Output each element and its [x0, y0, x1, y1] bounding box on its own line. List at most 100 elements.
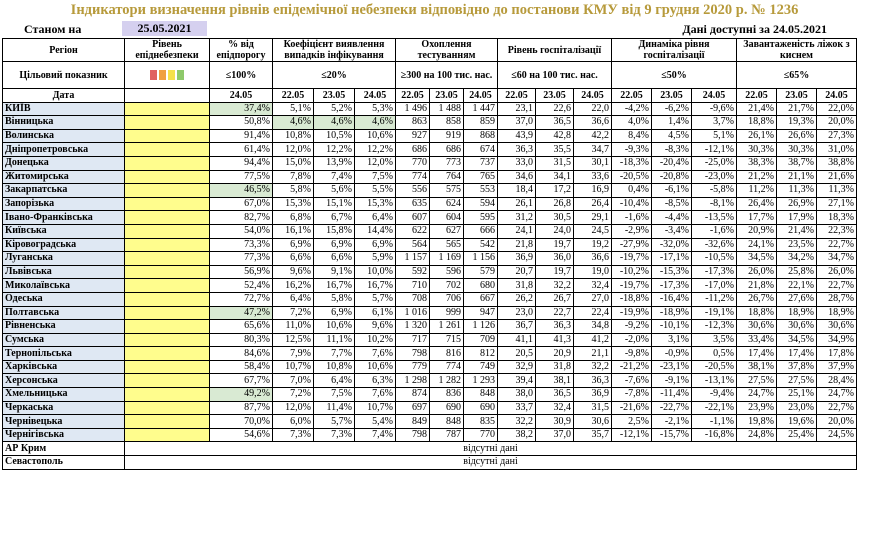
pct-value: 67,7%	[209, 373, 273, 389]
region-name: Миколаївська	[2, 278, 125, 293]
beds-value: 21,8%	[736, 278, 777, 293]
dyn-value: -18,8%	[611, 291, 652, 307]
test-value: 595	[463, 210, 498, 225]
beds-value: 38,8%	[816, 155, 857, 171]
beds-value: 38,3%	[736, 155, 777, 171]
hosp-value: 21,8	[497, 237, 536, 253]
date-col-header: 24.05	[463, 88, 498, 103]
beds-value: 27,5%	[776, 373, 817, 389]
test-value: 635	[395, 196, 430, 212]
hosp-value: 26,1	[497, 196, 536, 212]
region-name: Чернігівська	[2, 427, 125, 443]
region-name: Тернопільська	[2, 346, 125, 361]
region-header: Регіон	[2, 38, 125, 62]
region-name: Полтавська	[2, 305, 125, 321]
dyn-value: -2,0%	[611, 332, 652, 348]
table-row: Донецька 94,4% 15,0% 13,9% 12,0% 770 773 737 33,…	[2, 155, 857, 171]
hosp-value: 33,7	[497, 400, 536, 416]
beds-value: 38,1%	[736, 359, 777, 375]
test-value: 1 169	[429, 251, 464, 266]
test-value: 686	[395, 142, 430, 157]
test-value: 1 447	[463, 101, 498, 117]
coef-value: 11,1%	[313, 332, 355, 348]
region-name: Дніпропетровська	[2, 142, 125, 157]
dyn-value: 0,5%	[691, 346, 737, 361]
test-value: 749	[463, 359, 498, 375]
hosp-value: 24,5	[573, 223, 612, 239]
dyn-value: -22,1%	[691, 400, 737, 416]
level-cell	[124, 183, 210, 198]
beds-value: 33,4%	[736, 332, 777, 348]
dyn-value: -21,6%	[611, 400, 652, 416]
hosp-value: 42,8	[535, 128, 574, 144]
pct-value: 67,0%	[209, 196, 273, 212]
table-row: Закарпатська 46,5% 5,8% 5,6% 5,5% 556 575 553 18…	[2, 183, 857, 198]
hosp-value: 16,9	[573, 183, 612, 198]
hosp-value: 36,3	[573, 373, 612, 389]
level-cell	[124, 237, 210, 253]
coef-value: 14,4%	[354, 223, 396, 239]
level-cell	[124, 305, 210, 321]
test-value: 947	[463, 305, 498, 321]
coef-value: 5,5%	[354, 183, 396, 198]
dyn-value: -11,4%	[651, 387, 692, 402]
beds-value: 31,0%	[816, 142, 857, 157]
legend-yellow-swatch	[168, 70, 175, 81]
beds-value: 26,7%	[736, 291, 777, 307]
table-row: Черкаська 87,7% 12,0% 11,4% 10,7% 697 690 690 33…	[2, 400, 857, 416]
level-cell	[124, 223, 210, 239]
hosp-value: 19,0	[573, 264, 612, 280]
coef-value: 12,0%	[272, 142, 314, 157]
hosp-value: 31,8	[535, 359, 574, 375]
coef-value: 16,2%	[272, 278, 314, 293]
dyn-value: -32,6%	[691, 237, 737, 253]
beds-value: 18,9%	[816, 305, 857, 321]
coef-value: 10,7%	[272, 359, 314, 375]
dyn-value: -9,8%	[611, 346, 652, 361]
dyn-value: -27,9%	[611, 237, 652, 253]
region-name: Луганська	[2, 251, 125, 266]
hosp-value: 31,5	[573, 400, 612, 416]
beds-value: 26,0%	[816, 264, 857, 280]
pct-value: 94,4%	[209, 155, 273, 171]
hosp-value: 30,1	[573, 155, 612, 171]
beds-value: 26,6%	[776, 128, 817, 144]
coef-value: 11,4%	[313, 400, 355, 416]
test-value: 556	[395, 183, 430, 198]
dyn-value: 1,4%	[651, 115, 692, 130]
level-cell	[124, 251, 210, 266]
dyn-value: -4,4%	[651, 210, 692, 225]
coef-value: 6,9%	[354, 237, 396, 253]
coef-value: 12,2%	[313, 142, 355, 157]
hosp-value: 22,0	[573, 101, 612, 117]
hosp-value: 26,4	[573, 196, 612, 212]
hosp-value: 43,9	[497, 128, 536, 144]
dyn-value: -7,6%	[611, 373, 652, 389]
table-row: КИЇВ 37,4% 5,1% 5,2% 5,3% 1 496 1 488 1 447 23,1…	[2, 101, 857, 117]
dyn-value: -1,1%	[691, 414, 737, 429]
table-row: Івано-Франківська 82,7% 6,8% 6,7% 6,4% 607 604…	[2, 210, 857, 225]
beds-value: 11,3%	[776, 183, 817, 198]
beds-value: 34,5%	[776, 332, 817, 348]
dyn-value: -19,7%	[611, 251, 652, 266]
coef-value: 7,6%	[354, 387, 396, 402]
hosp-value: 23,0	[497, 305, 536, 321]
date-col-header: 23.05	[313, 88, 355, 103]
hosp-value: 21,1	[573, 346, 612, 361]
beds-value: 21,4%	[776, 223, 817, 239]
beds-value: 18,8%	[736, 115, 777, 130]
test-value: 607	[395, 210, 430, 225]
test-value: 710	[395, 278, 430, 293]
beds-value: 28,4%	[816, 373, 857, 389]
test-value: 779	[395, 359, 430, 375]
beds-value: 19,6%	[776, 414, 817, 429]
beds-value: 22,1%	[776, 278, 817, 293]
date-col-header: 22.05	[736, 88, 777, 103]
table-row: Львівська 56,9% 9,6% 9,1% 10,0% 592 596 579 20,7…	[2, 264, 857, 280]
test-value: 575	[429, 183, 464, 198]
dyn-value: -15,7%	[651, 427, 692, 443]
test-value: 690	[463, 400, 498, 416]
dyn-value: -23,1%	[651, 359, 692, 375]
hosp-value: 35,7	[573, 427, 612, 443]
beds-value: 37,9%	[816, 359, 857, 375]
